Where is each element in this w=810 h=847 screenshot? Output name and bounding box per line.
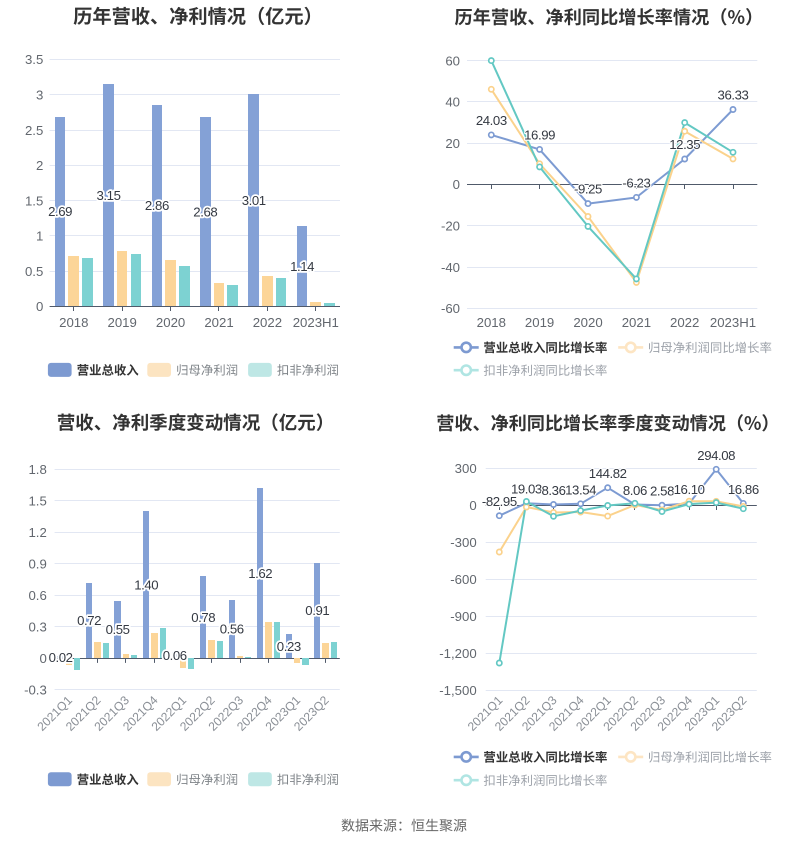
svg-text:0: 0 <box>39 651 46 666</box>
svg-text:-40: -40 <box>441 260 460 275</box>
svg-text:2023H1: 2023H1 <box>710 315 756 330</box>
svg-text:0.78: 0.78 <box>191 610 215 625</box>
svg-text:2018: 2018 <box>59 315 88 330</box>
svg-text:-82.95: -82.95 <box>482 494 517 509</box>
svg-text:2.69: 2.69 <box>48 204 72 219</box>
svg-text:0: 0 <box>36 299 43 314</box>
svg-text:2: 2 <box>36 158 43 173</box>
svg-text:16.10: 16.10 <box>674 482 705 497</box>
svg-text:24.03: 24.03 <box>476 113 507 128</box>
svg-text:3.5: 3.5 <box>25 52 43 67</box>
svg-text:13.54: 13.54 <box>565 482 596 497</box>
svg-text:-60: -60 <box>441 301 460 316</box>
svg-text:0: 0 <box>453 177 460 192</box>
svg-text:1.2: 1.2 <box>28 525 46 540</box>
svg-text:0: 0 <box>469 498 476 513</box>
svg-text:36.33: 36.33 <box>718 88 749 103</box>
svg-text:16.99: 16.99 <box>524 127 555 142</box>
svg-text:3.15: 3.15 <box>97 188 121 203</box>
svg-text:1: 1 <box>36 229 43 244</box>
svg-text:20: 20 <box>445 136 460 151</box>
svg-text:0.6: 0.6 <box>28 588 46 603</box>
svg-text:19.03: 19.03 <box>511 482 542 497</box>
svg-text:-1,500: -1,500 <box>439 683 476 698</box>
svg-text:-9.25: -9.25 <box>574 182 602 197</box>
svg-text:-300: -300 <box>450 535 476 550</box>
svg-text:294.08: 294.08 <box>697 448 735 463</box>
svg-text:1.62: 1.62 <box>248 566 272 581</box>
svg-text:0.91: 0.91 <box>305 603 329 618</box>
svg-text:1.5: 1.5 <box>25 193 43 208</box>
svg-text:0.5: 0.5 <box>25 264 43 279</box>
svg-text:-600: -600 <box>450 572 476 587</box>
svg-text:2020: 2020 <box>156 315 185 330</box>
svg-text:2019: 2019 <box>108 315 137 330</box>
svg-text:12.35: 12.35 <box>669 137 700 152</box>
svg-text:2020: 2020 <box>573 315 602 330</box>
svg-text:0.23: 0.23 <box>277 639 301 654</box>
svg-text:40: 40 <box>445 95 460 110</box>
svg-text:-900: -900 <box>450 609 476 624</box>
svg-text:-20: -20 <box>441 219 460 234</box>
svg-text:1.14: 1.14 <box>290 259 314 274</box>
svg-text:300: 300 <box>455 461 477 476</box>
svg-text:60: 60 <box>445 53 460 68</box>
svg-text:2.58: 2.58 <box>650 484 674 499</box>
svg-text:0.55: 0.55 <box>106 622 130 637</box>
svg-text:3: 3 <box>36 88 43 103</box>
svg-text:0.9: 0.9 <box>28 557 46 572</box>
svg-text:2021: 2021 <box>204 315 233 330</box>
svg-text:0.56: 0.56 <box>220 622 244 637</box>
svg-text:2022: 2022 <box>253 315 282 330</box>
svg-text:-6.23: -6.23 <box>622 175 650 190</box>
svg-text:2022: 2022 <box>670 315 699 330</box>
svg-text:2.5: 2.5 <box>25 123 43 138</box>
svg-text:144.82: 144.82 <box>589 466 627 481</box>
svg-text:2018: 2018 <box>477 315 506 330</box>
svg-text:1.8: 1.8 <box>28 462 46 477</box>
svg-text:1.5: 1.5 <box>28 494 46 509</box>
svg-text:1.40: 1.40 <box>134 578 158 593</box>
svg-text:3.01: 3.01 <box>242 193 266 208</box>
svg-text:0.3: 0.3 <box>28 620 46 635</box>
svg-text:0.06: 0.06 <box>163 648 187 663</box>
svg-text:0.72: 0.72 <box>77 613 101 628</box>
svg-text:8.06: 8.06 <box>623 483 647 498</box>
svg-text:-1,200: -1,200 <box>439 646 476 661</box>
svg-text:2.68: 2.68 <box>193 205 217 220</box>
svg-text:16.86: 16.86 <box>728 482 759 497</box>
svg-text:2023H1: 2023H1 <box>293 315 339 330</box>
svg-text:2019: 2019 <box>525 315 554 330</box>
svg-text:8.36: 8.36 <box>542 483 566 498</box>
svg-text:-0.3: -0.3 <box>24 683 47 698</box>
svg-text:2.86: 2.86 <box>145 198 169 213</box>
svg-text:2021: 2021 <box>622 315 651 330</box>
svg-text:0.02: 0.02 <box>49 650 73 665</box>
